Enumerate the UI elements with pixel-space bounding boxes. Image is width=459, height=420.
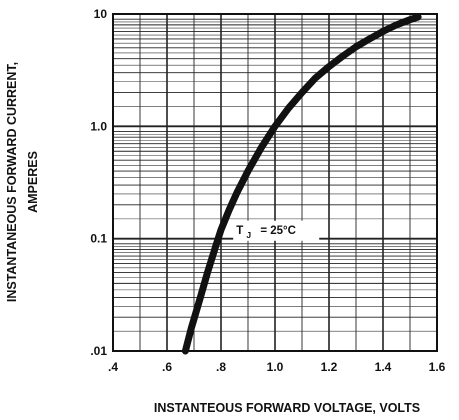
annotation-main: T xyxy=(236,225,243,237)
annotation-value: = 25°C xyxy=(260,225,296,237)
x-tick-label: 1.2 xyxy=(321,360,338,374)
grid xyxy=(112,14,438,352)
x-tick-label: .6 xyxy=(162,360,172,374)
x-tick-label: 1.0 xyxy=(267,360,284,374)
y-axis-title-line2: AMPERES xyxy=(26,151,40,213)
y-tick-labels: .01 0.1 1.0 10 xyxy=(90,7,107,358)
x-tick-label: 1.6 xyxy=(429,360,446,374)
y-axis-title-line1: INSTANTANEOUS FORWARD CURRENT, xyxy=(5,62,19,302)
y-tick-label: 1.0 xyxy=(90,119,107,133)
forward-current-curve xyxy=(181,13,422,355)
x-tick-label: 1.4 xyxy=(375,360,392,374)
y-tick-label: 0.1 xyxy=(90,232,107,246)
y-tick-label: .01 xyxy=(90,344,107,358)
x-axis-title: INSTANTEOUS FORWARD VOLTAGE, VOLTS xyxy=(154,401,420,415)
series-layer xyxy=(181,13,422,355)
x-tick-label: .4 xyxy=(108,360,118,374)
x-tick-label: .8 xyxy=(216,360,226,374)
y-tick-label: 10 xyxy=(94,7,108,21)
x-tick-labels: .4 .6 .8 1.0 1.2 1.4 1.6 xyxy=(108,360,446,374)
annotation-subscript: J xyxy=(246,230,251,240)
plot-frame xyxy=(112,13,438,352)
annotation-background xyxy=(233,220,320,241)
junction-temperature-annotation: T J = 25°C xyxy=(236,225,296,241)
